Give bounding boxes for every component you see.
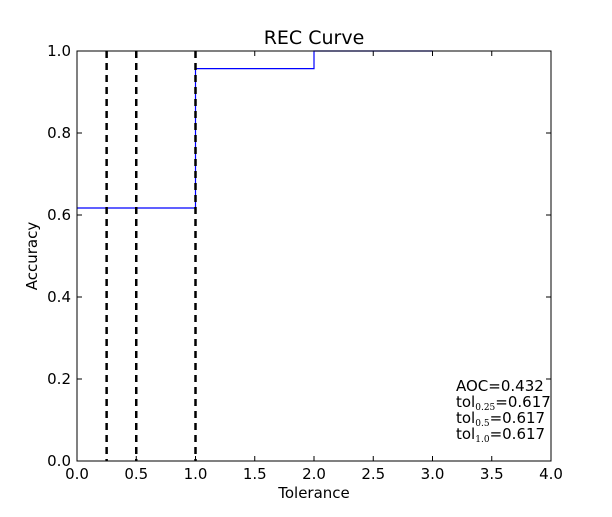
y-tick-label: 0.0 — [47, 452, 71, 470]
y-tick-label: 0.6 — [47, 206, 71, 224]
x-tick-label: 1.5 — [243, 465, 267, 483]
x-tick-label: 3.0 — [421, 465, 445, 483]
y-tick-label: 0.2 — [47, 370, 71, 388]
x-axis-label: Tolerance — [277, 484, 350, 502]
x-tick-label: 2.0 — [302, 465, 326, 483]
plot-area: 0.0 0.5 1.0 1.5 2.0 2.5 3.0 3.5 4.0 0.0 0.2 0.4 0.6 0… — [47, 42, 563, 483]
x-tick-label: 3.5 — [480, 465, 504, 483]
y-axis-label: Accuracy — [23, 222, 41, 291]
annotation-aoc: AOC=0.432 — [456, 378, 544, 394]
annotation-tol-025: tol0.25=0.617 — [456, 394, 551, 416]
aoc-text: AOC=0.432 — [456, 377, 544, 395]
tol-prefix: tol — [456, 393, 476, 411]
tol-subscript: 1.0 — [475, 435, 490, 445]
x-tick-label: 4.0 — [539, 465, 563, 483]
x-tick-label: 0.5 — [124, 465, 148, 483]
x-tick-label: 1.0 — [184, 465, 208, 483]
x-tick-label: 2.5 — [361, 465, 385, 483]
plot-frame — [76, 50, 552, 462]
tol-value: =0.617 — [489, 425, 546, 443]
tol-value: =0.617 — [495, 393, 551, 411]
annotation-tol-05: tol0.5=0.617 — [456, 410, 545, 432]
y-tick-label: 0.8 — [47, 124, 71, 142]
tol-value: =0.617 — [489, 409, 546, 427]
tol-subscript: 0.25 — [475, 403, 496, 413]
annotation-tol-10: tol1.0=0.617 — [456, 426, 545, 448]
tol-prefix: tol — [456, 425, 476, 443]
x-tick-label: 0.0 — [65, 465, 89, 483]
chart-title: REC Curve — [264, 27, 365, 49]
y-tick-label: 0.4 — [47, 288, 71, 306]
tol-prefix: tol — [456, 409, 476, 427]
y-tick-label: 1.0 — [47, 42, 71, 60]
tol-subscript: 0.5 — [475, 419, 490, 429]
